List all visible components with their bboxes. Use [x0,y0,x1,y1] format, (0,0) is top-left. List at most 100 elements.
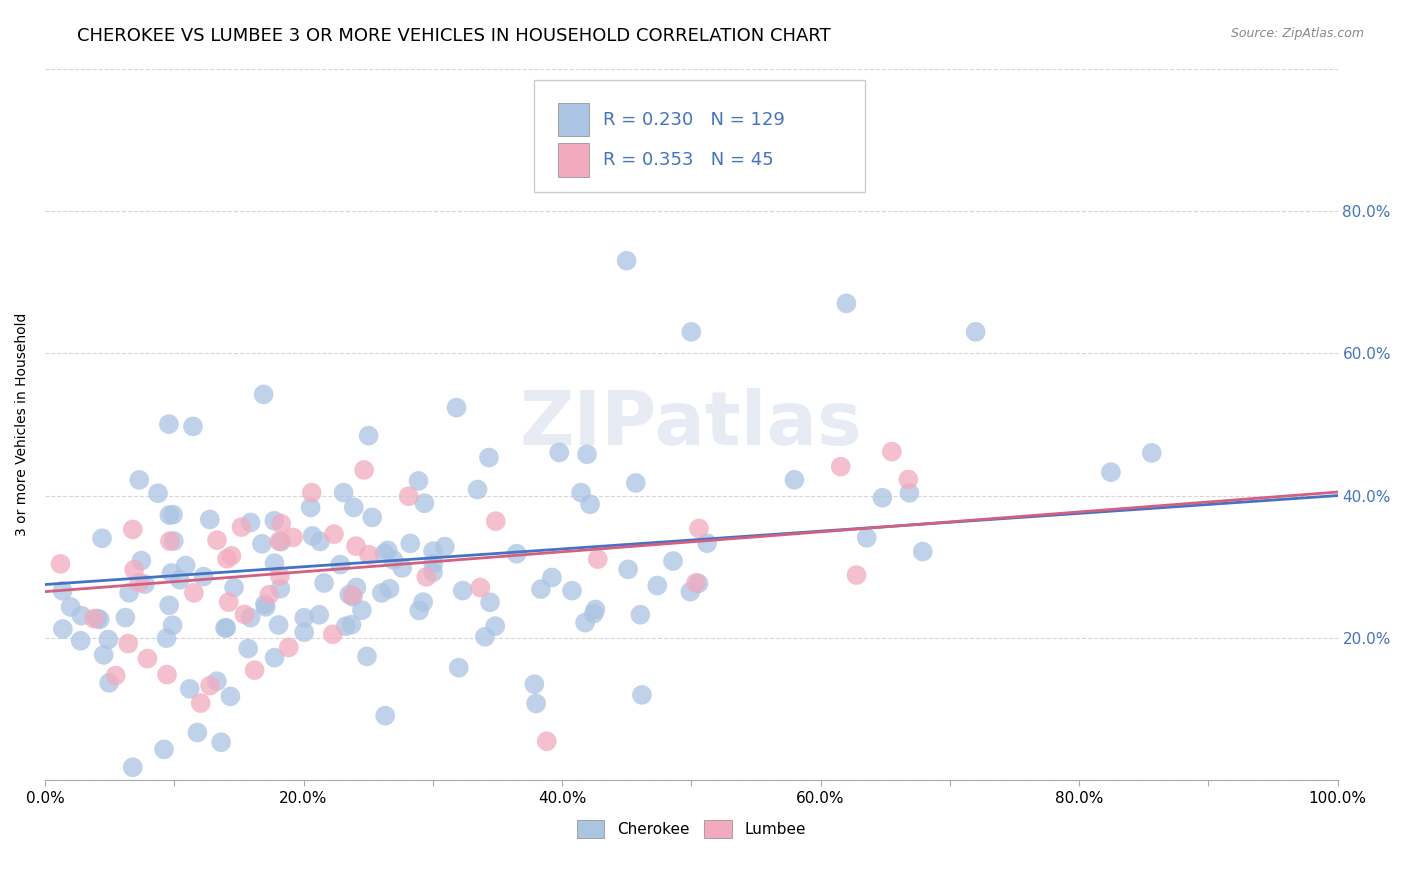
Cherokee [153,742,176,756]
Lumbee [198,679,221,693]
Cherokee [855,531,877,545]
Cherokee [681,325,703,339]
Cherokee [312,576,335,591]
Cherokee [391,561,413,575]
Cherokee [131,553,153,567]
Cherokee [59,600,82,615]
Lumbee [415,570,437,584]
Cherokee [371,586,394,600]
Cherokee [530,582,553,596]
Cherokee [343,500,366,515]
Cherokee [329,558,352,572]
Cherokee [342,590,364,604]
Legend: Cherokee, Lumbee: Cherokee, Lumbee [571,814,811,844]
Text: Source: ZipAtlas.com: Source: ZipAtlas.com [1230,27,1364,40]
Cherokee [97,632,120,647]
Lumbee [344,539,367,553]
Lumbee [536,734,558,748]
Cherokee [121,760,143,774]
Cherokee [548,445,571,459]
Cherokee [617,562,640,576]
Cherokee [479,595,502,609]
Lumbee [322,627,344,641]
Cherokee [585,602,607,616]
Lumbee [281,531,304,545]
Cherokee [239,516,262,530]
Lumbee [259,588,281,602]
Cherokee [157,599,180,613]
Cherokee [478,450,501,465]
Cherokee [157,417,180,432]
Cherokee [162,508,184,522]
Cherokee [193,569,215,583]
Cherokee [616,253,638,268]
Lumbee [688,521,710,535]
Cherokee [399,536,422,550]
Cherokee [911,544,934,558]
Cherokee [270,534,292,549]
Cherokee [373,546,395,560]
Cherokee [254,599,277,614]
Cherokee [361,510,384,524]
Cherokee [582,607,605,621]
Lumbee [243,663,266,677]
Lumbee [205,533,228,548]
Cherokee [222,581,245,595]
Cherokee [523,677,546,691]
Cherokee [1140,446,1163,460]
Cherokee [1099,465,1122,479]
Cherokee [382,553,405,567]
Cherokee [309,534,332,549]
Cherokee [89,612,111,626]
Lumbee [122,563,145,577]
Cherokee [169,573,191,587]
Y-axis label: 3 or more Vehicles in Household: 3 or more Vehicles in Household [15,313,30,536]
Lumbee [880,444,903,458]
Lumbee [586,552,609,566]
Lumbee [277,640,299,655]
Cherokee [505,547,527,561]
Cherokee [252,387,274,401]
Cherokee [238,641,260,656]
Cherokee [835,296,858,310]
Cherokee [69,633,91,648]
Cherokee [253,597,276,611]
Text: CHEROKEE VS LUMBEE 3 OR MORE VEHICLES IN HOUSEHOLD CORRELATION CHART: CHEROKEE VS LUMBEE 3 OR MORE VEHICLES IN… [77,27,831,45]
Cherokee [52,622,75,636]
Cherokee [688,576,710,591]
Lumbee [845,568,868,582]
Cherokee [93,648,115,662]
Cherokee [301,529,323,543]
Cherokee [239,610,262,624]
Cherokee [186,725,208,739]
Text: R = 0.230   N = 129: R = 0.230 N = 129 [603,111,785,128]
Lumbee [342,588,364,602]
Cherokee [160,566,183,580]
Cherokee [422,565,444,579]
Lumbee [221,549,243,563]
Cherokee [263,650,285,665]
Cherokee [308,607,330,622]
Cherokee [377,543,399,558]
Cherokee [299,500,322,515]
Cherokee [569,485,592,500]
Cherokee [98,676,121,690]
Cherokee [783,473,806,487]
Lumbee [104,668,127,682]
Cherokee [378,582,401,596]
Cherokee [451,583,474,598]
Lumbee [83,611,105,625]
Cherokee [561,583,583,598]
Cherokee [631,688,654,702]
Cherokee [422,557,444,571]
Cherokee [292,625,315,640]
Lumbee [117,637,139,651]
Lumbee [231,520,253,534]
Cherokee [267,618,290,632]
Cherokee [214,621,236,635]
Cherokee [412,595,434,609]
Cherokee [146,486,169,500]
Cherokee [484,619,506,633]
Lumbee [49,557,72,571]
Cherokee [647,578,669,592]
